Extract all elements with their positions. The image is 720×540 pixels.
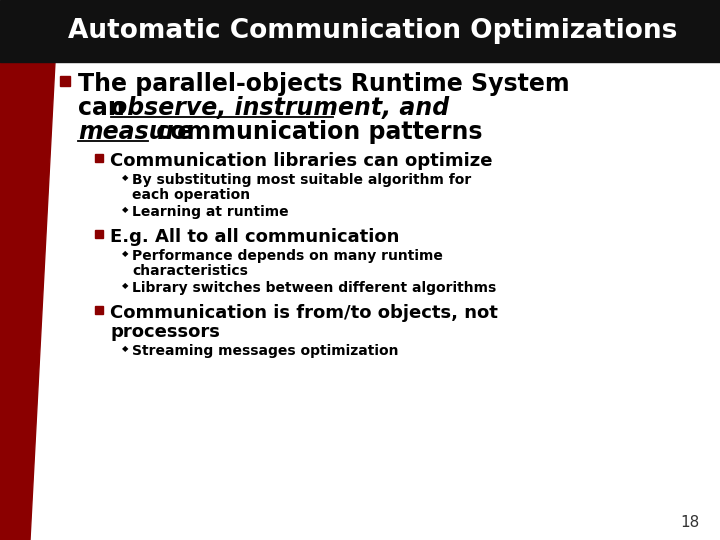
Text: By substituting most suitable algorithm for: By substituting most suitable algorithm …	[132, 173, 472, 187]
Text: can: can	[78, 96, 133, 120]
Text: Learning at runtime: Learning at runtime	[132, 205, 289, 219]
Text: processors: processors	[110, 323, 220, 341]
Text: Performance depends on many runtime: Performance depends on many runtime	[132, 249, 443, 263]
Text: ◆: ◆	[122, 344, 128, 353]
Text: Communication libraries can optimize: Communication libraries can optimize	[110, 152, 492, 170]
Bar	[60, 76, 70, 86]
Text: measure: measure	[78, 120, 193, 144]
Text: Automatic Communication Optimizations: Automatic Communication Optimizations	[68, 18, 678, 44]
Text: observe, instrument, and: observe, instrument, and	[111, 96, 449, 120]
Text: Communication is from/to objects, not: Communication is from/to objects, not	[110, 304, 498, 322]
Text: ◆: ◆	[122, 205, 128, 214]
Text: communication patterns: communication patterns	[148, 120, 482, 144]
Text: The parallel-objects Runtime System: The parallel-objects Runtime System	[78, 72, 570, 96]
Bar	[95, 230, 103, 238]
Polygon shape	[0, 62, 55, 540]
Text: ◆: ◆	[122, 249, 128, 258]
Text: Library switches between different algorithms: Library switches between different algor…	[132, 281, 496, 295]
Text: Streaming messages optimization: Streaming messages optimization	[132, 344, 398, 358]
Bar	[95, 154, 103, 162]
Text: each operation: each operation	[132, 188, 250, 202]
Text: E.g. All to all communication: E.g. All to all communication	[110, 228, 400, 246]
Bar	[0, 0, 720, 62]
Text: characteristics: characteristics	[132, 264, 248, 278]
Text: 18: 18	[680, 515, 700, 530]
Text: ◆: ◆	[122, 173, 128, 182]
Bar	[95, 306, 103, 314]
Text: ◆: ◆	[122, 281, 128, 290]
